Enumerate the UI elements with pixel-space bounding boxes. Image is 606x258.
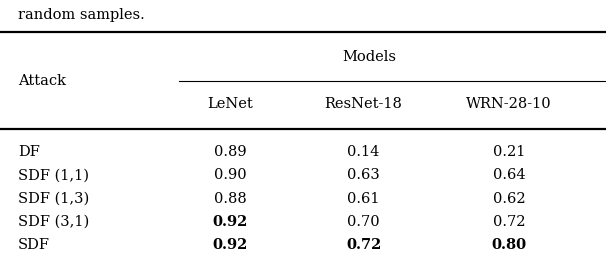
Text: random samples.: random samples.: [18, 8, 145, 22]
Text: LeNet: LeNet: [207, 98, 253, 111]
Text: SDF: SDF: [18, 238, 50, 252]
Text: DF: DF: [18, 145, 40, 159]
Text: 0.80: 0.80: [491, 238, 527, 252]
Text: 0.64: 0.64: [493, 168, 525, 182]
Text: WRN-28-10: WRN-28-10: [466, 98, 552, 111]
Text: 0.72: 0.72: [346, 238, 381, 252]
Text: 0.92: 0.92: [213, 238, 248, 252]
Text: 0.88: 0.88: [214, 192, 247, 206]
Text: SDF (3,1): SDF (3,1): [18, 215, 90, 229]
Text: 0.63: 0.63: [347, 168, 380, 182]
Text: ResNet-18: ResNet-18: [325, 98, 402, 111]
Text: 0.14: 0.14: [347, 145, 380, 159]
Text: SDF (1,3): SDF (1,3): [18, 192, 90, 206]
Text: 0.61: 0.61: [347, 192, 380, 206]
Text: 0.62: 0.62: [493, 192, 525, 206]
Text: Models: Models: [342, 50, 397, 64]
Text: 0.89: 0.89: [214, 145, 247, 159]
Text: 0.70: 0.70: [347, 215, 380, 229]
Text: 0.92: 0.92: [213, 215, 248, 229]
Text: SDF (1,1): SDF (1,1): [18, 168, 89, 182]
Text: 0.72: 0.72: [493, 215, 525, 229]
Text: Attack: Attack: [18, 74, 66, 88]
Text: 0.21: 0.21: [493, 145, 525, 159]
Text: 0.90: 0.90: [214, 168, 247, 182]
